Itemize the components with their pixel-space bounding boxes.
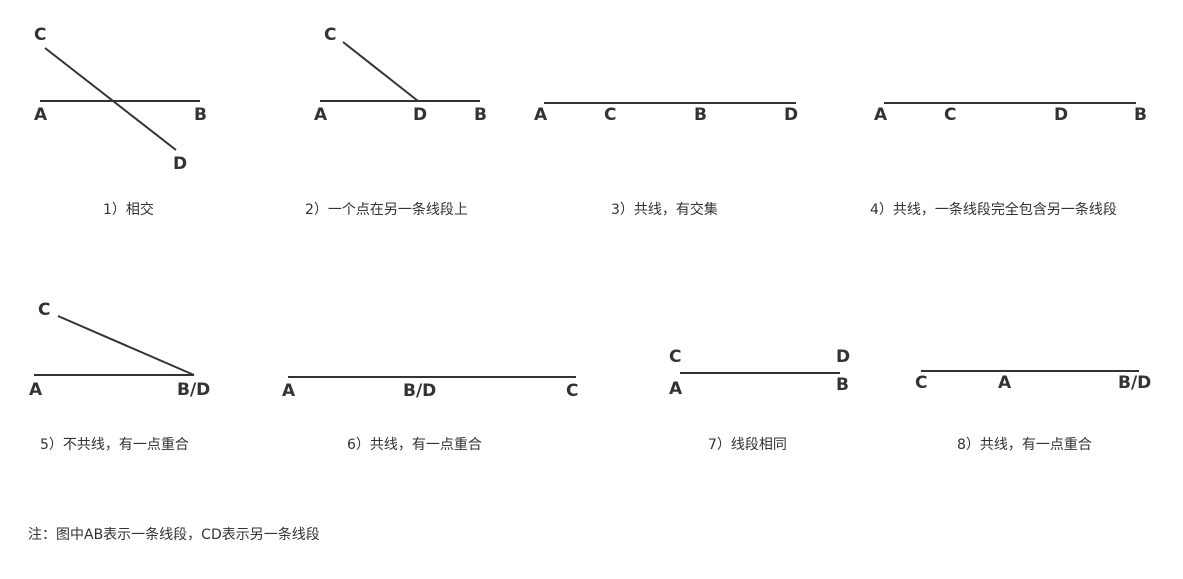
point-label-a: A bbox=[874, 105, 888, 125]
figure-caption: 1）相交 bbox=[103, 201, 154, 218]
point-label-b: B bbox=[1134, 105, 1147, 125]
point-label-b: B bbox=[836, 375, 849, 395]
point-label-b: B bbox=[474, 105, 487, 125]
point-label-c: C bbox=[944, 105, 956, 125]
point-label-c: C bbox=[34, 25, 46, 45]
point-label-c: C bbox=[915, 373, 927, 393]
figure-2-point-on-segment: C A D B 2）一个点在另一条线段上 bbox=[305, 25, 487, 218]
point-label-c: C bbox=[604, 105, 616, 125]
point-label-a: A bbox=[669, 379, 683, 399]
point-label-d: D bbox=[836, 347, 850, 367]
figure-caption: 5）不共线，有一点重合 bbox=[40, 437, 189, 453]
figure-3-collinear-overlap: A C B D 3）共线，有交集 bbox=[534, 102, 798, 218]
point-label-d: D bbox=[1054, 105, 1068, 125]
point-label-bd: B/D bbox=[1118, 373, 1151, 393]
figure-4-collinear-containment: A C D B 4）共线，一条线段完全包含另一条线段 bbox=[870, 102, 1147, 218]
segment-cd bbox=[44, 47, 177, 151]
figure-caption: 6）共线，有一点重合 bbox=[347, 437, 482, 453]
figure-caption: 4）共线，一条线段完全包含另一条线段 bbox=[870, 201, 1117, 218]
figure-caption: 3）共线，有交集 bbox=[611, 201, 718, 218]
figure-7-identical-segments: C D A B 7）线段相同 bbox=[669, 347, 850, 453]
footnote: 注：图中AB表示一条线段，CD表示另一条线段 bbox=[28, 527, 320, 543]
point-label-c: C bbox=[669, 347, 681, 367]
point-label-c: C bbox=[566, 381, 578, 401]
point-label-d: D bbox=[413, 105, 427, 125]
figure-caption: 7）线段相同 bbox=[708, 437, 787, 453]
figure-5-noncollinear-shared-point: C A B/D 5）不共线，有一点重合 bbox=[29, 300, 210, 453]
point-label-b: B bbox=[694, 105, 707, 125]
figure-caption: 2）一个点在另一条线段上 bbox=[305, 201, 468, 218]
point-label-bd: B/D bbox=[177, 380, 210, 400]
point-label-a: A bbox=[314, 105, 328, 125]
point-label-a: A bbox=[29, 380, 43, 400]
point-label-d: D bbox=[173, 154, 187, 174]
figure-6-collinear-shared-point: A B/D C 6）共线，有一点重合 bbox=[282, 376, 578, 453]
point-label-a: A bbox=[34, 105, 48, 125]
point-label-a: A bbox=[534, 105, 548, 125]
figure-caption: 8）共线，有一点重合 bbox=[957, 437, 1092, 453]
segment-cd bbox=[57, 315, 195, 376]
point-label-c: C bbox=[324, 25, 336, 45]
figure-8-collinear-shared-point: C A B/D 8）共线，有一点重合 bbox=[915, 370, 1151, 453]
point-label-b: B bbox=[194, 105, 207, 125]
point-label-d: D bbox=[784, 105, 798, 125]
point-label-a: A bbox=[282, 381, 296, 401]
point-label-c: C bbox=[38, 300, 50, 320]
figure-1-intersecting: C A B D 1）相交 bbox=[34, 25, 207, 218]
segment-cd bbox=[342, 41, 419, 102]
point-label-bd: B/D bbox=[403, 381, 436, 401]
point-label-a: A bbox=[998, 373, 1012, 393]
